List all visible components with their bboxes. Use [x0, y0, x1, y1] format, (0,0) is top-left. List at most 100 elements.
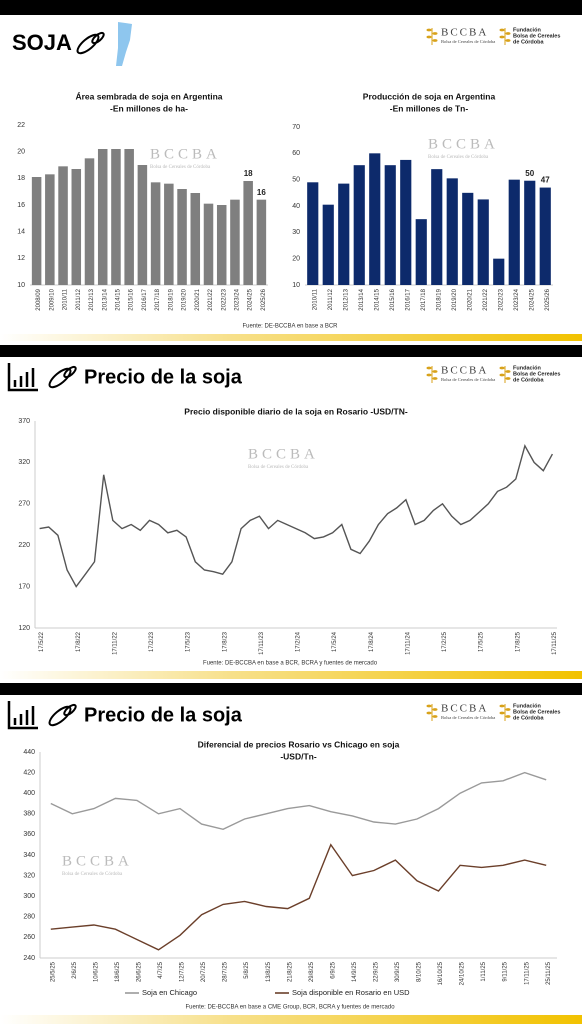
- x-tick-label: 1/11/25: [481, 961, 487, 981]
- x-tick-label: 9/11/25: [503, 961, 509, 981]
- x-tick-label: 2014/15: [116, 288, 122, 310]
- chart-subtitle: -En millones de ha-: [110, 103, 188, 113]
- bar: [45, 174, 55, 285]
- legend-label: Soja en Chicago: [142, 988, 197, 997]
- bar: [322, 204, 334, 285]
- wheat-icon: [499, 366, 505, 370]
- x-tick-label: 17/2/23: [149, 631, 155, 652]
- y-tick-label: 50: [292, 177, 300, 184]
- x-tick-label: 12/7/25: [180, 961, 186, 982]
- logo-name: BCCBA: [441, 365, 488, 377]
- x-tick-label: 2020/21: [467, 288, 473, 310]
- chart-subtitle: -USD/Tn-: [280, 751, 317, 761]
- y-tick-label: 420: [23, 769, 35, 776]
- x-tick-label: 2015/16: [129, 288, 135, 310]
- logo-sub: Bolsa de Cereales de Córdoba: [441, 39, 495, 44]
- wheat-icon: [499, 704, 505, 708]
- y-tick-label: 10: [17, 282, 25, 289]
- x-tick-label: 17/5/24: [332, 631, 338, 652]
- y-tick-label: 20: [17, 149, 25, 156]
- x-tick-label: 2018/19: [168, 288, 174, 310]
- logo-text: de Córdoba: [513, 377, 544, 383]
- y-tick-label: 270: [18, 501, 30, 508]
- bar: [493, 258, 505, 285]
- wheat-icon: [432, 39, 438, 42]
- x-tick-label: 30/9/25: [395, 961, 401, 982]
- top-bar: [0, 0, 582, 15]
- wheat-icon: [432, 32, 438, 35]
- bar: [462, 192, 474, 285]
- bar: [415, 219, 427, 285]
- y-tick-label: 30: [292, 229, 300, 236]
- x-tick-label: 17/8/25: [515, 631, 521, 652]
- x-tick-label: 4/7/25: [158, 961, 164, 978]
- x-tick-label: 17/5/23: [186, 631, 192, 652]
- bar: [137, 165, 148, 285]
- x-tick-label: 26/6/25: [137, 961, 143, 982]
- bar: [203, 203, 214, 285]
- y-tick-label: 340: [23, 852, 35, 859]
- x-tick-label: 17/8/23: [222, 631, 228, 652]
- x-tick-label: 2021/22: [208, 288, 214, 310]
- x-tick-label: 17/8/22: [76, 631, 82, 652]
- x-tick-label: 2008/09: [36, 288, 42, 310]
- wheat-icon: [426, 366, 432, 370]
- x-tick-label: 2/6/25: [72, 961, 78, 978]
- y-tick-label: 360: [23, 831, 35, 838]
- wheat-icon: [432, 708, 438, 711]
- wheat-icon: [505, 39, 511, 42]
- x-tick-label: 5/8/25: [244, 961, 250, 978]
- x-tick-label: 2024/25: [529, 288, 535, 310]
- logo-text: Fundación: [513, 703, 541, 709]
- wheat-icon: [426, 35, 432, 39]
- y-tick-label: 40: [292, 203, 300, 210]
- x-tick-label: 17/11/24: [405, 631, 411, 655]
- watermark: BCCBA: [150, 146, 221, 162]
- x-tick-label: 2014/15: [374, 288, 380, 310]
- x-tick-label: 2019/20: [452, 288, 458, 310]
- bar: [84, 158, 95, 285]
- x-tick-label: 17/11/22: [112, 631, 118, 655]
- data-label: 16: [257, 188, 266, 197]
- x-tick-label: 2013/14: [359, 288, 365, 310]
- x-tick-label: 29/8/25: [309, 961, 315, 982]
- logo-text: Bolsa de Cereales: [513, 371, 560, 377]
- y-tick-label: 10: [292, 282, 300, 289]
- y-tick-label: 440: [23, 749, 35, 756]
- x-tick-label: 6/9/25: [330, 961, 336, 978]
- line-series: [39, 443, 554, 588]
- wheat-icon: [426, 704, 432, 708]
- bar: [97, 149, 108, 285]
- gold-strip: [0, 671, 582, 679]
- y-tick-label: 280: [23, 914, 35, 921]
- source: Fuente: DE-BCCBA en base a BCR: [242, 324, 338, 330]
- x-tick-label: 17/11/25: [524, 961, 530, 985]
- data-label: 47: [541, 176, 550, 185]
- gold-strip: [0, 334, 582, 341]
- bar: [524, 180, 536, 285]
- watermark-sub: Bolsa de Cereales de Córdoba: [248, 465, 309, 470]
- x-tick-label: 17/2/24: [296, 631, 302, 652]
- wheat-icon: [505, 377, 511, 380]
- y-tick-label: 260: [23, 934, 35, 941]
- wheat-icon: [499, 373, 505, 377]
- y-tick-label: 380: [23, 811, 35, 818]
- bar: [111, 149, 121, 285]
- bar: [58, 166, 68, 285]
- bar: [177, 189, 187, 285]
- chart-title: Precio disponible diario de la soja en R…: [184, 406, 408, 416]
- chart-icon: [7, 363, 38, 730]
- bar: [539, 187, 551, 285]
- logo-text: Fundación: [513, 365, 541, 371]
- wheat-icon: [499, 711, 505, 715]
- logo-text: Bolsa de Cereales: [513, 33, 560, 39]
- wheat-icon: [426, 373, 432, 377]
- x-tick-label: 2023/24: [235, 288, 241, 310]
- bar: [477, 199, 489, 285]
- y-tick-label: 70: [292, 124, 300, 131]
- x-tick-label: 2015/16: [390, 288, 396, 310]
- wheat-icon: [432, 377, 438, 380]
- x-tick-label: 10/6/25: [93, 961, 99, 982]
- y-tick-label: 320: [23, 872, 35, 879]
